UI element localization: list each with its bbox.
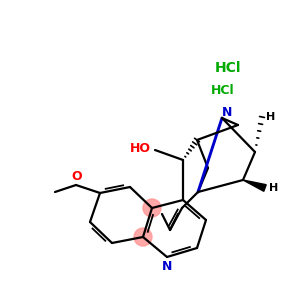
Text: H: H xyxy=(266,112,276,122)
Text: O: O xyxy=(72,170,82,184)
Text: HCl: HCl xyxy=(215,61,241,75)
Text: N: N xyxy=(162,260,172,272)
Text: N: N xyxy=(222,106,232,119)
Text: HO: HO xyxy=(130,142,151,154)
Circle shape xyxy=(143,199,161,217)
Text: HCl: HCl xyxy=(211,83,235,97)
Text: H: H xyxy=(269,183,279,193)
Circle shape xyxy=(134,228,152,246)
Polygon shape xyxy=(243,180,266,191)
